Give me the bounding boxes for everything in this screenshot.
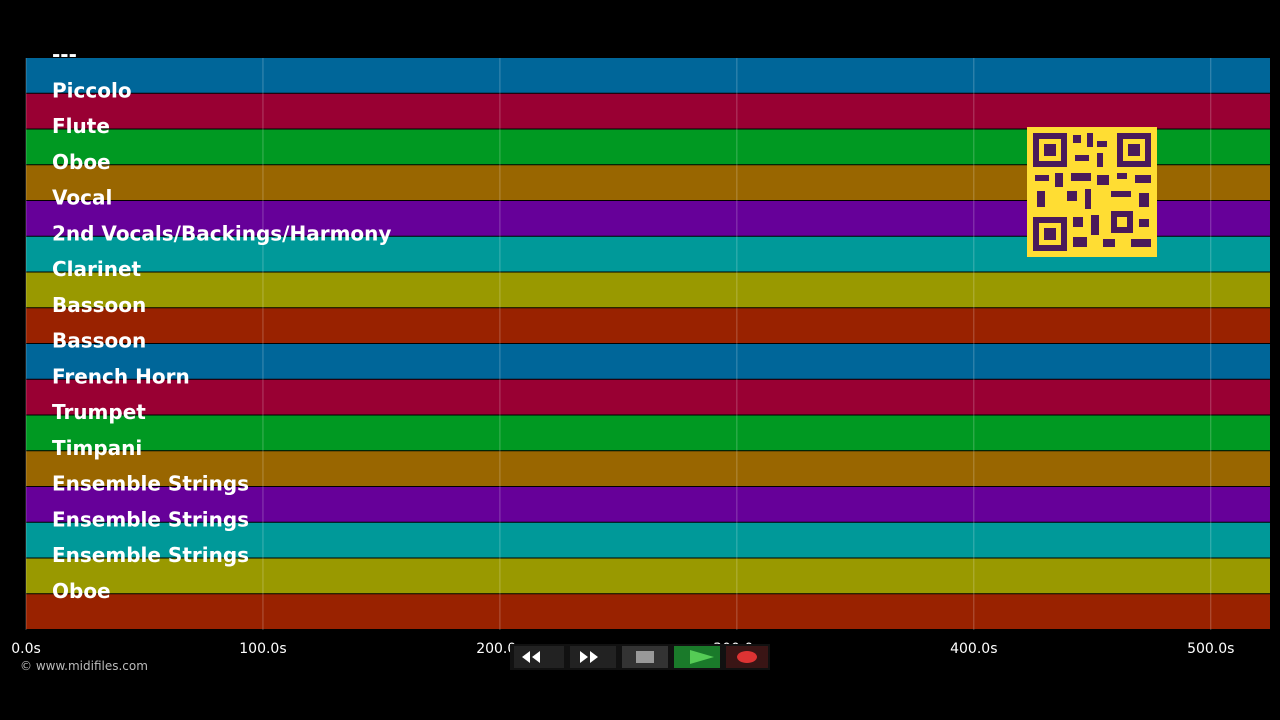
x-tick-label: 400.0s (950, 641, 997, 657)
track-label: Flute (52, 114, 110, 138)
track-label: Bassoon (52, 293, 146, 317)
track-row (26, 272, 1270, 308)
x-tick-label: 100.0s (239, 641, 286, 657)
fast-forward-button[interactable] (570, 646, 616, 668)
track-label: 2nd Vocals/Backings/Harmony (52, 221, 391, 245)
transport-controls (510, 644, 770, 670)
rewind-button[interactable] (514, 646, 564, 668)
track-row (26, 93, 1270, 129)
track-label: Ensemble Strings (52, 507, 249, 531)
record-button[interactable] (726, 646, 768, 668)
track-label: Ensemble Strings (52, 472, 249, 496)
track-row (26, 451, 1270, 486)
track-label: Bassoon (52, 329, 146, 353)
track-row (26, 594, 1270, 629)
track-row (26, 522, 1270, 558)
track-label: Ensemble Strings (52, 543, 249, 567)
x-tick-label: 0.0s (11, 641, 41, 657)
track-row (26, 415, 1270, 451)
stop-button[interactable] (622, 646, 668, 668)
track-row (26, 58, 1270, 93)
qr-code (1027, 127, 1157, 257)
grid (25, 58, 1212, 630)
track-row (26, 344, 1270, 379)
copyright: © www.midifiles.com (20, 659, 148, 673)
track-row (26, 558, 1270, 594)
track-label: Clarinet (52, 257, 142, 281)
x-tick-label: 500.0s (1187, 641, 1234, 657)
track-label: Trumpet (52, 400, 146, 424)
track-label: Piccolo (52, 78, 132, 102)
track-label: Timpani (52, 436, 142, 460)
track-label: Vocal (52, 186, 112, 210)
track-label: French Horn (52, 364, 190, 388)
track-labels: --- Piccolo Flute Oboe Vocal 2nd Vocals/Backi… (52, 43, 391, 603)
track-label: --- (52, 43, 77, 67)
track-label: Oboe (52, 150, 111, 174)
track-row (26, 487, 1270, 522)
track-label: Oboe (52, 579, 111, 603)
track-row (26, 308, 1270, 343)
play-button[interactable] (674, 646, 720, 668)
track-row (26, 379, 1270, 415)
